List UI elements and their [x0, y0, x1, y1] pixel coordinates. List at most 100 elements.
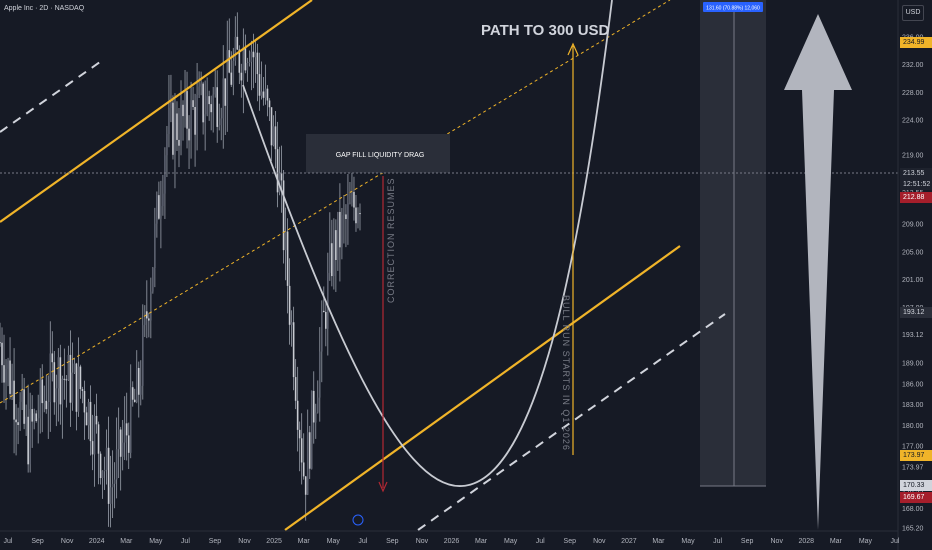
candle-body: [282, 180, 285, 251]
measure-label: 131.60 (70.88%) 12,060: [706, 6, 760, 12]
candle-body: [65, 379, 68, 381]
time-tick-label: May: [859, 538, 873, 545]
time-tick-label: 2025: [266, 538, 282, 545]
candle-body: [212, 94, 214, 113]
time-tick-label: May: [681, 538, 695, 545]
candle-body: [19, 401, 21, 426]
candle-body: [71, 372, 74, 403]
candle-body: [158, 195, 160, 219]
candle-body: [200, 83, 202, 87]
candle-body: [119, 429, 122, 457]
candle-body: [0, 342, 1, 344]
candle-body: [115, 449, 118, 480]
candle-body: [194, 106, 196, 135]
candle-body: [198, 86, 200, 95]
candle-body: [33, 413, 35, 422]
candle-body: [244, 46, 247, 71]
candle-body: [107, 447, 110, 504]
currency-button[interactable]: USD: [902, 5, 924, 21]
time-tick-label: May: [149, 538, 163, 545]
time-tick-label: Mar: [120, 538, 133, 545]
candle-body: [93, 415, 96, 455]
candle-body: [186, 91, 188, 129]
candle-body: [250, 51, 253, 62]
candle-body: [327, 272, 329, 329]
tag-170: 170.33: [900, 480, 932, 491]
price-tick-label: 180.00: [902, 423, 924, 430]
tag-234: 234.99: [900, 37, 932, 48]
candle-body: [322, 310, 325, 312]
price-tick-label: 209.00: [902, 222, 924, 229]
candle-body: [39, 379, 42, 419]
candle-body: [99, 453, 102, 479]
candle-body: [359, 213, 361, 215]
tag-193: 193.12: [900, 307, 932, 318]
candle-body: [343, 214, 345, 216]
candle-body: [61, 378, 64, 405]
candle-body: [357, 213, 359, 224]
candle-body: [264, 88, 267, 98]
candle-body: [63, 378, 66, 380]
time-tick-label: 2024: [89, 538, 105, 545]
price-tick-label: 173.97: [902, 465, 924, 472]
candle-body: [139, 385, 142, 395]
tag-173: 173.97: [900, 450, 932, 461]
candle-body: [345, 214, 347, 219]
candle-body: [276, 149, 279, 193]
time-tick-label: 2028: [799, 538, 815, 545]
candle-body: [337, 211, 339, 260]
time-tick-label: Sep: [386, 538, 399, 545]
price-tick-label: 165.20: [902, 526, 924, 533]
candle-body: [91, 441, 94, 455]
candle-body: [312, 390, 315, 423]
time-tick-label: Jul: [536, 538, 545, 545]
candle-body: [146, 311, 148, 319]
candle-body: [288, 285, 291, 325]
candles-series: [0, 12, 361, 528]
candle-body: [154, 223, 156, 268]
price-tick-label: 189.00: [902, 360, 924, 367]
candle-body: [23, 389, 25, 424]
candle-body: [260, 91, 263, 96]
candle-body: [341, 215, 343, 248]
candle-body: [347, 202, 349, 219]
candle-body: [238, 49, 241, 73]
time-tick-label: Nov: [416, 538, 429, 545]
candle-body: [43, 400, 46, 404]
time-tick-label: Mar: [652, 538, 665, 545]
candle-body: [156, 195, 158, 224]
candle-body: [204, 114, 206, 123]
candle-body: [69, 354, 72, 403]
candle-body: [59, 357, 62, 405]
candle-body: [11, 380, 13, 394]
time-ticks: Jul Sep Nov 2024 Mar May Jul Sep Nov 2025 Mar May Ju…: [4, 538, 900, 545]
candle-body: [35, 413, 38, 422]
time-tick-label: Sep: [564, 538, 577, 545]
channel-lower-line: [284, 245, 681, 531]
candle-body: [252, 51, 255, 58]
price-tick-label: 177.00: [902, 444, 924, 451]
candle-body: [75, 363, 78, 412]
candle-body: [216, 87, 219, 127]
candle-body: [292, 322, 295, 378]
candle-body: [182, 104, 184, 117]
candle-body: [188, 128, 190, 141]
candle-body: [202, 83, 204, 123]
candle-body: [220, 118, 223, 126]
candle-body: [174, 113, 176, 155]
lightning-icon[interactable]: [352, 514, 364, 526]
candle-body: [240, 72, 243, 81]
candle-body: [166, 134, 168, 156]
candle-body: [208, 96, 210, 105]
candle-body: [266, 88, 269, 101]
candle-body: [248, 61, 251, 63]
candle-body: [214, 87, 216, 95]
candle-body: [81, 389, 84, 391]
candle-body: [89, 401, 92, 442]
candle-body: [133, 399, 136, 402]
candle-body: [355, 207, 357, 224]
candle-body: [228, 50, 231, 73]
candle-body: [290, 322, 293, 325]
